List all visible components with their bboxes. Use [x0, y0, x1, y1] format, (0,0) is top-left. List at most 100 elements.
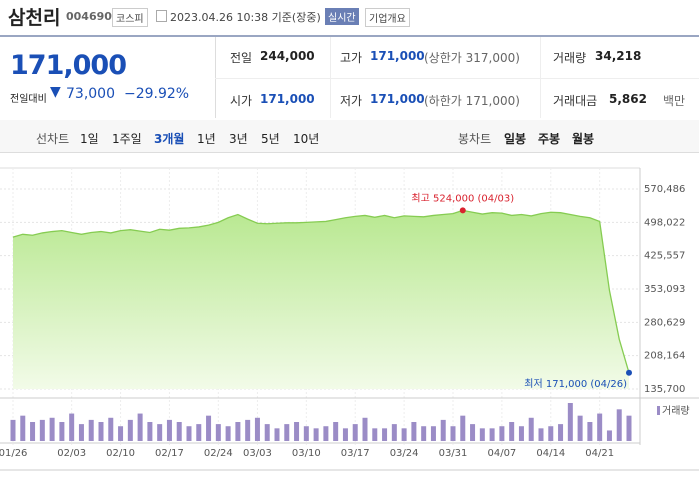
current-price: 171,000: [10, 50, 127, 81]
field-note: (하한가 171,000): [424, 94, 520, 108]
x-tick-label: 04/14: [536, 448, 565, 459]
volume-bar: [558, 424, 564, 441]
field-label: 거래대금: [553, 94, 598, 108]
volume-bar: [30, 422, 36, 441]
y-tick-label: 425,557: [644, 251, 685, 262]
volume-bar: [489, 428, 495, 441]
volume-bar: [450, 426, 456, 441]
volume-bar: [235, 422, 241, 441]
field-value: 171,000: [260, 92, 315, 106]
x-tick-label: 01/26: [0, 448, 27, 459]
x-tick-label: 04/07: [487, 448, 516, 459]
tab[interactable]: 일봉: [504, 132, 527, 146]
field-value: 171,000: [370, 49, 425, 63]
volume-bar: [518, 426, 524, 441]
volume-bar: [470, 424, 476, 441]
volume-bar: [127, 419, 133, 441]
tab[interactable]: 10년: [293, 132, 320, 146]
volume-bar: [313, 428, 319, 441]
tab[interactable]: 월봉: [572, 132, 595, 146]
field-label: 고가: [340, 51, 363, 65]
volume-bar: [401, 428, 407, 441]
volume-bar: [294, 422, 300, 441]
volume-bar: [284, 424, 290, 441]
field-note: (상한가 317,000): [424, 51, 520, 65]
field-note: 백만: [663, 94, 686, 108]
field-label: 거래량: [553, 51, 587, 65]
down-arrow: ▼: [50, 84, 61, 100]
volume-bar: [166, 419, 172, 441]
change-label: 전일대비: [10, 94, 47, 105]
volume-bar: [460, 415, 466, 441]
market-badge: 코스피: [112, 8, 148, 27]
field-value: 34,218: [595, 49, 642, 63]
divider: [215, 37, 216, 118]
volume-bar: [245, 419, 251, 441]
volume-bar: [78, 424, 84, 441]
volume-bar: [303, 426, 309, 441]
tab[interactable]: 5년: [261, 132, 280, 146]
divider: [330, 37, 331, 118]
legend-swatch: [657, 406, 660, 415]
volume-bar: [421, 426, 427, 441]
volume-bar: [323, 426, 329, 441]
volume-bar: [147, 422, 153, 441]
company-button[interactable]: 기업개요: [365, 8, 410, 27]
tab[interactable]: 1년: [197, 132, 216, 146]
volume-bar: [567, 403, 573, 441]
field-label: 전일: [230, 51, 253, 65]
tab[interactable]: 3개월: [154, 132, 185, 146]
y-tick-label: 280,629: [644, 317, 685, 328]
field-value: 244,000: [260, 49, 315, 63]
volume-bar: [206, 415, 212, 441]
x-tick-label: 03/24: [390, 448, 419, 459]
change: 73,000: [66, 86, 115, 102]
tab[interactable]: 3년: [229, 132, 248, 146]
price-area: [13, 210, 629, 389]
x-tick-label: 02/24: [204, 448, 233, 459]
volume-bar: [108, 417, 114, 441]
volume-bar: [626, 415, 632, 441]
tab-label: 선차트: [36, 132, 70, 146]
x-tick-label: 03/31: [439, 448, 468, 459]
volume-bar: [538, 428, 544, 441]
tab[interactable]: 1주일: [112, 132, 142, 146]
low-label: 최저 171,000 (04/26): [524, 378, 627, 390]
volume-bar: [225, 426, 231, 441]
volume-bar: [597, 413, 603, 441]
legend-label: 거래량: [662, 405, 690, 417]
volume-bar: [616, 409, 622, 441]
low-marker: [626, 369, 632, 376]
x-tick-label: 02/10: [106, 448, 135, 459]
y-tick-label: 135,700: [644, 384, 685, 395]
volume-bar: [39, 419, 45, 441]
stock-code: 004690: [66, 10, 112, 23]
volume-bar: [606, 430, 612, 441]
volume-bar: [176, 422, 182, 441]
volume-bar: [587, 422, 593, 441]
field-label: 저가: [340, 94, 363, 108]
volume-bar: [440, 419, 446, 441]
y-tick-label: 208,164: [644, 351, 685, 362]
x-tick-label: 02/03: [57, 448, 86, 459]
realtime-badge[interactable]: 실시간: [325, 8, 359, 25]
volume-bar: [548, 426, 554, 441]
divider: [540, 37, 541, 118]
volume-bar: [352, 424, 358, 441]
tab-label: 봉차트: [458, 132, 492, 146]
volume-bar: [528, 417, 534, 441]
volume-bar: [342, 428, 348, 441]
volume-bar: [215, 424, 221, 441]
volume-bar: [430, 426, 436, 441]
field-value: 5,862: [609, 92, 647, 106]
volume-bar: [49, 417, 55, 441]
high-marker: [459, 207, 466, 214]
tab[interactable]: 주봉: [538, 132, 561, 146]
volume-bar: [254, 417, 260, 441]
volume-bar: [264, 424, 270, 441]
volume-bar: [362, 417, 368, 441]
volume-bar: [59, 422, 65, 441]
tab[interactable]: 1일: [80, 132, 99, 146]
